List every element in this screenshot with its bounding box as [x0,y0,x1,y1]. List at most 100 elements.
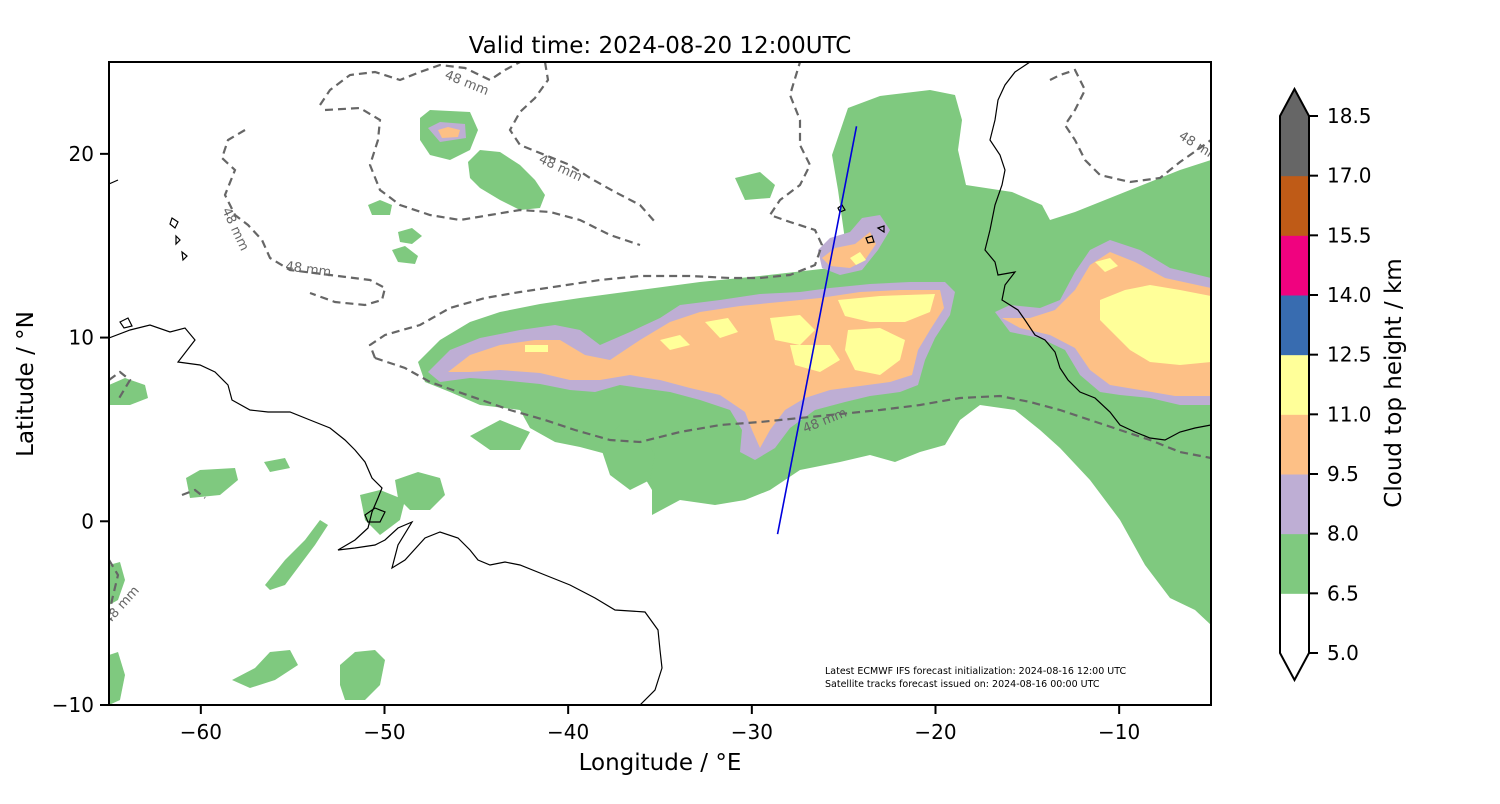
cloud-region-southwest-g [232,650,298,688]
chart-title: Valid time: 2024-08-20 12:00UTC [469,33,852,59]
cloud-yellow-1 [838,294,935,322]
y-axis-ticks: 20 10 0 −10 [52,142,109,717]
contour-east [1049,68,1211,184]
contour-north [319,62,521,106]
x-tick-label: −10 [1098,720,1140,744]
y-tick-label: 0 [81,509,94,533]
colorbar-tick-label: 15.5 [1327,223,1372,247]
y-tick-label: 20 [69,142,94,166]
colorbar-tick-label: 17.0 [1327,164,1372,188]
coastline-cape-verde-c [876,225,885,234]
forecast-init-annotation: Latest ECMWF IFS forecast initialization… [825,666,1126,677]
coastline-caribbean-b [169,217,179,229]
cloud-region-north-d [368,200,392,215]
colorbar-tick-label: 6.5 [1327,581,1359,605]
cloud-region-southwest-h [340,650,385,700]
cloud-region-west-b [109,562,125,605]
coastline-africa [984,62,1211,441]
track-issued-annotation: Satellite tracks forecast issued on: 202… [825,679,1100,690]
cloud-region-southwest-b [264,458,290,472]
cloud-layer-6-5-8 [109,90,1211,705]
colorbar-tick-label: 11.0 [1327,402,1372,426]
contour-west-edge [109,370,132,401]
x-tick-label: −50 [363,720,405,744]
cloud-region-southwest-c [395,472,445,510]
cloud-yellow-6 [660,335,690,350]
contour-label: 48 mm [218,205,251,253]
contour-label: 48 mm [443,68,491,99]
x-tick-label: −40 [547,720,589,744]
colorbar-segment [1280,116,1309,177]
colorbar-label: Cloud top height / km [1381,258,1407,507]
colorbar-tick-label: 14.0 [1327,283,1372,307]
cloud-region-north-f [392,246,418,264]
x-tick-label: −60 [180,720,222,744]
y-tick-label: 10 [69,326,94,350]
x-axis-label: Longitude / °E [579,750,742,776]
colorbar-tick-label: 8.0 [1327,522,1359,546]
cloud-region-north-e [398,228,422,244]
cloud-region-southwest-d [470,420,530,450]
y-tick-label: −10 [52,693,94,717]
coastline-cape-verde-b [865,235,875,244]
cloud-yellow-4 [790,345,840,372]
colorbar-tick-label: 12.5 [1327,343,1372,367]
contour-west-basin [220,129,387,307]
satellite-track [776,126,858,535]
colorbar: 5.0 6.5 8.0 9.5 11.0 12.5 14.0 15.5 17.0 18.5 [1279,86,1372,683]
colorbar-segment [1280,593,1309,654]
coastlines [109,62,1211,705]
cloud-yellow-east [1100,285,1211,365]
contour-tropical [368,62,824,359]
cloud-yellow-east-small [1095,258,1118,272]
colorbar-segment [1280,354,1309,415]
colorbar-segment [1280,533,1309,594]
colorbar-tick-label: 5.0 [1327,641,1359,665]
cloud-yellow-3 [770,315,815,345]
precipitable-water-contours [109,62,1211,616]
cloud-region-southwest-a [186,468,238,498]
colorbar-tick-label: 9.5 [1327,462,1359,486]
cloud-yellow-7 [525,345,548,352]
cloud-region-southwest-f [265,520,328,590]
contour-southwest [109,559,120,616]
colorbar-extend-min [1280,653,1309,680]
cloud-yellow-8 [850,252,866,265]
x-tick-label: −30 [731,720,773,744]
y-axis-label: Latitude / °N [13,311,39,457]
contour-west-small [181,488,206,499]
coastline-caribbean-e [109,179,119,185]
x-tick-label: −20 [914,720,956,744]
colorbar-segment [1280,235,1309,296]
coastline-caribbean-c [175,234,181,246]
x-axis-ticks: −60 −50 −40 −30 −20 −10 [180,705,1140,744]
coastline-trinidad [364,507,386,523]
contour-north-b [508,62,656,223]
colorbar-segment [1280,175,1309,236]
contour-label: 48 mm [536,152,584,185]
cloud-orange-main [448,290,944,448]
colorbar-segment [1280,414,1309,475]
cloud-region-west-a [109,378,148,405]
cloud-yellow-5 [705,318,738,338]
contour-north-c [324,106,641,247]
colorbar-tick-label: 18.5 [1327,104,1372,128]
colorbar-extend-max [1280,89,1309,116]
coastline-caribbean-d [181,250,188,262]
cloud-yellow-2 [845,328,905,375]
cloud-layer-11-12-5 [525,252,1211,375]
cloud-region-north-b [468,150,545,210]
colorbar-segment [1280,474,1309,535]
coastline-south-america [109,324,663,705]
contour-label: 48 mm [101,583,143,627]
coastline-caribbean-a [119,317,133,329]
map-area: 48 mm 48 mm 48 mm 48 mm 48 mm 48 mm 48 m… [101,62,1211,705]
contour-tropical-south [374,356,1211,460]
contour-label: 48 mm [284,259,332,280]
axes-frame [108,61,1212,706]
cloud-orange-small [438,127,460,138]
colorbar-segment [1280,295,1309,356]
cloud-region-west-c [109,652,125,705]
